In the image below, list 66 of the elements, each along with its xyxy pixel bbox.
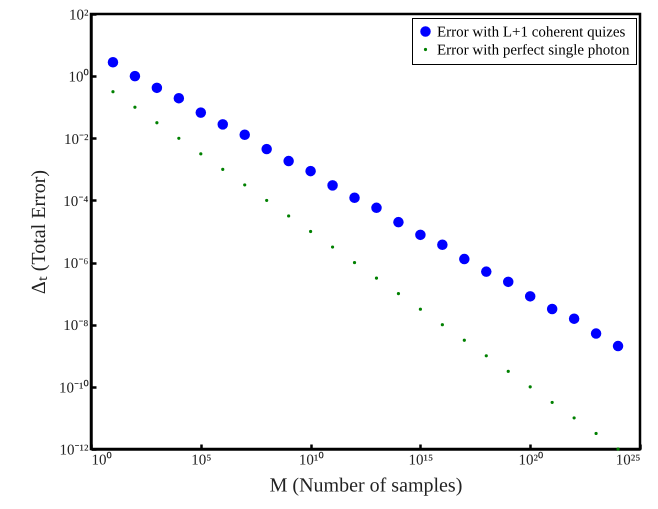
point — [218, 119, 228, 130]
point — [568, 313, 580, 324]
point — [415, 230, 426, 240]
point — [462, 338, 466, 342]
point — [265, 198, 268, 202]
point — [111, 90, 115, 94]
point — [484, 354, 488, 358]
point — [349, 192, 360, 203]
point — [174, 92, 184, 104]
point — [196, 107, 206, 118]
point — [418, 308, 422, 311]
point — [243, 183, 246, 186]
point — [506, 370, 510, 373]
y-tick-label: 10⁻⁶ — [63, 256, 88, 272]
point — [590, 328, 602, 339]
x-axis-title: M (Number of samples) — [270, 474, 462, 496]
point — [330, 245, 334, 249]
point — [502, 276, 514, 288]
y-tick-label: 10⁻⁴ — [63, 194, 88, 210]
point — [440, 323, 444, 326]
point — [133, 106, 136, 109]
y-tick-label: 10⁻² — [64, 132, 89, 148]
y-tick-label: 10⁻¹² — [60, 442, 89, 458]
point — [459, 254, 470, 264]
y-tick-label: 10⁻⁸ — [63, 318, 88, 334]
point — [371, 202, 382, 214]
point — [374, 276, 378, 280]
point — [108, 57, 118, 68]
point — [287, 214, 290, 218]
point — [152, 82, 162, 94]
x-tick-label: 10⁰ — [92, 452, 112, 468]
point — [393, 216, 404, 228]
point — [524, 291, 536, 302]
point — [546, 304, 558, 314]
point — [283, 156, 294, 166]
point — [550, 400, 554, 404]
point — [327, 180, 338, 191]
point — [612, 340, 624, 352]
point — [396, 292, 400, 296]
legend-label: Error with L+1 coherent quizes — [437, 24, 626, 40]
x-tick-label: 10¹⁰ — [298, 452, 324, 468]
x-tick-label: 10²⁰ — [518, 452, 543, 468]
legend-label: Error with perfect single photon — [437, 42, 630, 58]
point — [130, 70, 140, 82]
x-tick-label: 10¹⁵ — [408, 452, 434, 468]
point — [221, 168, 224, 171]
x-tick-label: 10²⁵ — [616, 452, 640, 468]
point — [155, 121, 158, 124]
y-axis-title: Δₜ (Total Error) — [28, 170, 50, 294]
point — [616, 447, 620, 451]
y-tick-label: 10⁰ — [68, 68, 88, 86]
point — [177, 136, 180, 140]
point — [528, 385, 532, 388]
point — [594, 432, 598, 436]
point — [437, 240, 448, 250]
y-tick-label: 10² — [69, 8, 89, 24]
x-tick-label: 10⁵ — [191, 452, 212, 468]
point — [305, 166, 316, 176]
point — [481, 266, 492, 277]
point — [261, 144, 272, 154]
point — [352, 260, 356, 264]
point — [572, 416, 576, 420]
point — [309, 230, 312, 234]
point — [239, 130, 250, 140]
point — [199, 152, 202, 156]
y-tick-label: 10⁻¹⁰ — [59, 379, 88, 396]
